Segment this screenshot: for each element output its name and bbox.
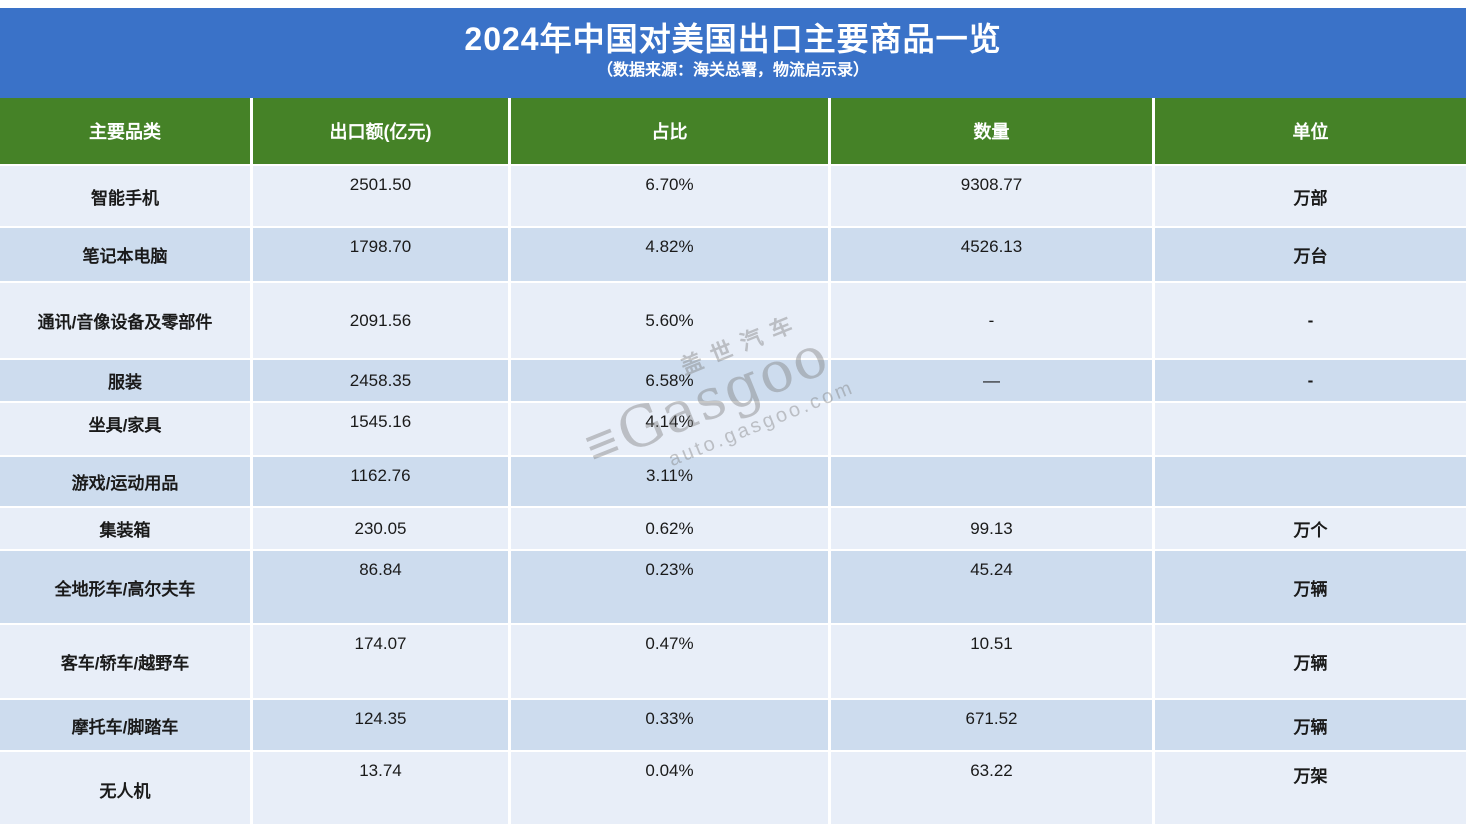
column-header-unit: 单位 [1155, 98, 1466, 166]
cell-unit: 万架 [1155, 752, 1466, 824]
cell-export-value: 1545.16 [253, 403, 511, 457]
export-table: 主要品类 出口额(亿元) 占比 数量 单位 智能手机 2501.50 6.70% 93… [0, 98, 1466, 824]
cell-unit: - [1155, 360, 1466, 403]
cell-quantity: 10.51 [831, 625, 1155, 700]
cell-unit: 万个 [1155, 508, 1466, 551]
cell-unit: 万台 [1155, 228, 1466, 283]
cell-share: 3.11% [511, 457, 831, 508]
cell-unit: 万辆 [1155, 551, 1466, 625]
table-row: 客车/轿车/越野车 174.07 0.47% 10.51 万辆 [0, 625, 1466, 700]
column-header-export-value: 出口额(亿元) [253, 98, 511, 166]
cell-export-value: 1798.70 [253, 228, 511, 283]
cell-quantity: 45.24 [831, 551, 1155, 625]
cell-unit [1155, 457, 1466, 508]
page-subtitle: （数据来源：海关总署，物流启示录） [596, 62, 869, 79]
cell-quantity [831, 457, 1155, 508]
cell-unit: - [1155, 283, 1466, 360]
column-header-category: 主要品类 [0, 98, 253, 166]
cell-unit: 万辆 [1155, 625, 1466, 700]
cell-share: 0.33% [511, 700, 831, 752]
cell-quantity [831, 403, 1155, 457]
cell-share: 0.47% [511, 625, 831, 700]
cell-category: 服装 [0, 360, 253, 403]
cell-category: 游戏/运动用品 [0, 457, 253, 508]
cell-export-value: 2458.35 [253, 360, 511, 403]
cell-quantity: 671.52 [831, 700, 1155, 752]
cell-quantity: 63.22 [831, 752, 1155, 824]
table-row: 笔记本电脑 1798.70 4.82% 4526.13 万台 [0, 228, 1466, 283]
cell-share: 4.14% [511, 403, 831, 457]
cell-export-value: 2501.50 [253, 166, 511, 228]
cell-share: 4.82% [511, 228, 831, 283]
table-row: 无人机 13.74 0.04% 63.22 万架 [0, 752, 1466, 824]
cell-share: 6.70% [511, 166, 831, 228]
cell-category: 坐具/家具 [0, 403, 253, 457]
cell-quantity: 99.13 [831, 508, 1155, 551]
cell-export-value: 1162.76 [253, 457, 511, 508]
cell-category: 客车/轿车/越野车 [0, 625, 253, 700]
cell-export-value: 2091.56 [253, 283, 511, 360]
table-body: 智能手机 2501.50 6.70% 9308.77 万部 笔记本电脑 1798.70 4.8… [0, 166, 1466, 824]
cell-unit: 万辆 [1155, 700, 1466, 752]
cell-category: 全地形车/高尔夫车 [0, 551, 253, 625]
cell-category: 智能手机 [0, 166, 253, 228]
cell-quantity: — [831, 360, 1155, 403]
table-row: 全地形车/高尔夫车 86.84 0.23% 45.24 万辆 [0, 551, 1466, 625]
cell-export-value: 230.05 [253, 508, 511, 551]
cell-share: 5.60% [511, 283, 831, 360]
table-row: 摩托车/脚踏车 124.35 0.33% 671.52 万辆 [0, 700, 1466, 752]
cell-export-value: 174.07 [253, 625, 511, 700]
banner: 2024年中国对美国出口主要商品一览 （数据来源：海关总署，物流启示录） [0, 8, 1466, 98]
table-row: 智能手机 2501.50 6.70% 9308.77 万部 [0, 166, 1466, 228]
cell-unit [1155, 403, 1466, 457]
table-header-row: 主要品类 出口额(亿元) 占比 数量 单位 [0, 98, 1466, 166]
table-row: 通讯/音像设备及零部件 2091.56 5.60% - - [0, 283, 1466, 360]
top-strip [0, 0, 1466, 8]
table-row: 集装箱 230.05 0.62% 99.13 万个 [0, 508, 1466, 551]
cell-share: 0.62% [511, 508, 831, 551]
cell-share: 6.58% [511, 360, 831, 403]
cell-export-value: 86.84 [253, 551, 511, 625]
column-header-share: 占比 [511, 98, 831, 166]
table-row: 游戏/运动用品 1162.76 3.11% [0, 457, 1466, 508]
cell-category: 摩托车/脚踏车 [0, 700, 253, 752]
page-title: 2024年中国对美国出口主要商品一览 [464, 21, 1002, 57]
table-row: 坐具/家具 1545.16 4.14% [0, 403, 1466, 457]
cell-unit: 万部 [1155, 166, 1466, 228]
cell-quantity: 4526.13 [831, 228, 1155, 283]
cell-category: 笔记本电脑 [0, 228, 253, 283]
cell-share: 0.04% [511, 752, 831, 824]
cell-share: 0.23% [511, 551, 831, 625]
cell-export-value: 124.35 [253, 700, 511, 752]
cell-category: 无人机 [0, 752, 253, 824]
cell-category: 集装箱 [0, 508, 253, 551]
column-header-quantity: 数量 [831, 98, 1155, 166]
cell-category: 通讯/音像设备及零部件 [0, 283, 253, 360]
cell-quantity: - [831, 283, 1155, 360]
cell-export-value: 13.74 [253, 752, 511, 824]
table-row: 服装 2458.35 6.58% — - [0, 360, 1466, 403]
cell-quantity: 9308.77 [831, 166, 1155, 228]
